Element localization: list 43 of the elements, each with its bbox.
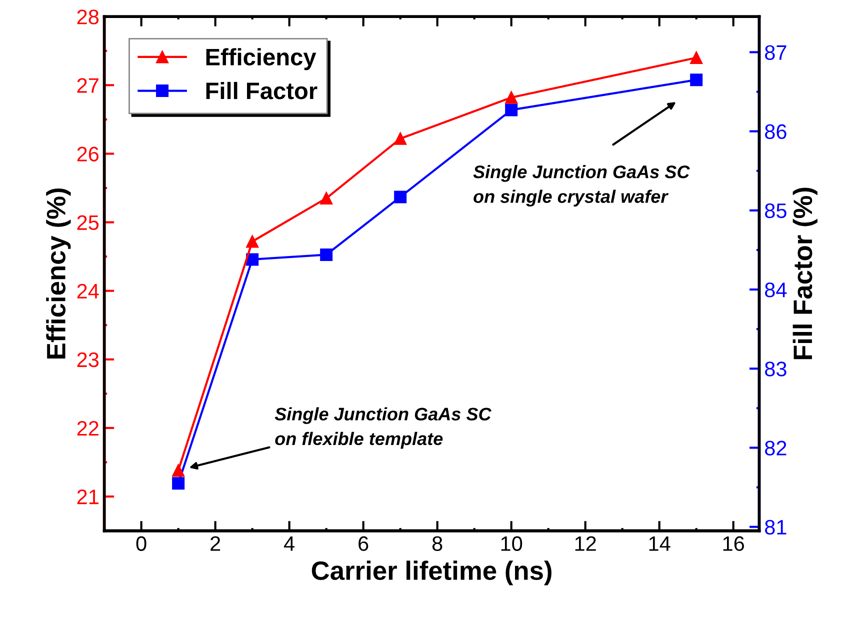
legend-label: Fill Factor <box>206 82 318 100</box>
point <box>246 235 259 248</box>
point <box>246 253 259 266</box>
y-axis-title: Efficiency (%) <box>46 188 71 358</box>
y2-tick-label: 82 <box>765 440 786 456</box>
point <box>394 190 407 204</box>
x-tick-label: 14 <box>649 536 670 551</box>
x-tick-label: 2 <box>210 536 220 551</box>
y-tick-label: 21 <box>77 490 98 504</box>
y2-axis-title: Fill Factor (%) <box>792 188 818 360</box>
y2-tick-label: 87 <box>765 45 786 60</box>
x-tick-label: 12 <box>575 536 596 551</box>
point <box>690 51 703 64</box>
y-tick-label: 28 <box>77 10 99 24</box>
y2-tick-label: 86 <box>765 124 786 140</box>
point <box>172 477 185 490</box>
annotation: Single Junction GaAs SC on single crystal wafer <box>473 165 690 207</box>
y-tick-label: 22 <box>77 420 98 436</box>
y-tick-label: 27 <box>77 78 98 93</box>
point <box>320 248 333 261</box>
x-tick-label: 10 <box>501 536 522 551</box>
x-tick-label: 6 <box>358 536 368 551</box>
y-tick-label: 26 <box>77 146 99 162</box>
x-tick-label: 16 <box>723 536 744 551</box>
x-axis-title: Carrier lifetime (ns) <box>312 560 552 586</box>
x-tick-label: 4 <box>284 536 294 551</box>
y2-tick-label: 84 <box>765 282 787 298</box>
y-tick-label: 24 <box>77 284 99 298</box>
point <box>505 104 518 116</box>
point <box>394 132 407 145</box>
y2-tick-label: 83 <box>765 362 786 376</box>
y-tick-label: 23 <box>77 352 99 368</box>
y2-tick-label: 85 <box>765 203 786 218</box>
legend-label: Efficiency <box>206 48 316 70</box>
x-tick-label: 0 <box>136 536 146 551</box>
annotation: Single Junction GaAs SC on flexible template <box>274 407 492 449</box>
point <box>320 192 333 205</box>
point <box>690 74 703 86</box>
point <box>505 91 518 104</box>
y2-tick-label: 81 <box>765 520 786 535</box>
y-tick-label: 25 <box>77 215 99 230</box>
point <box>172 464 185 477</box>
x-tick-label: 8 <box>432 536 442 551</box>
